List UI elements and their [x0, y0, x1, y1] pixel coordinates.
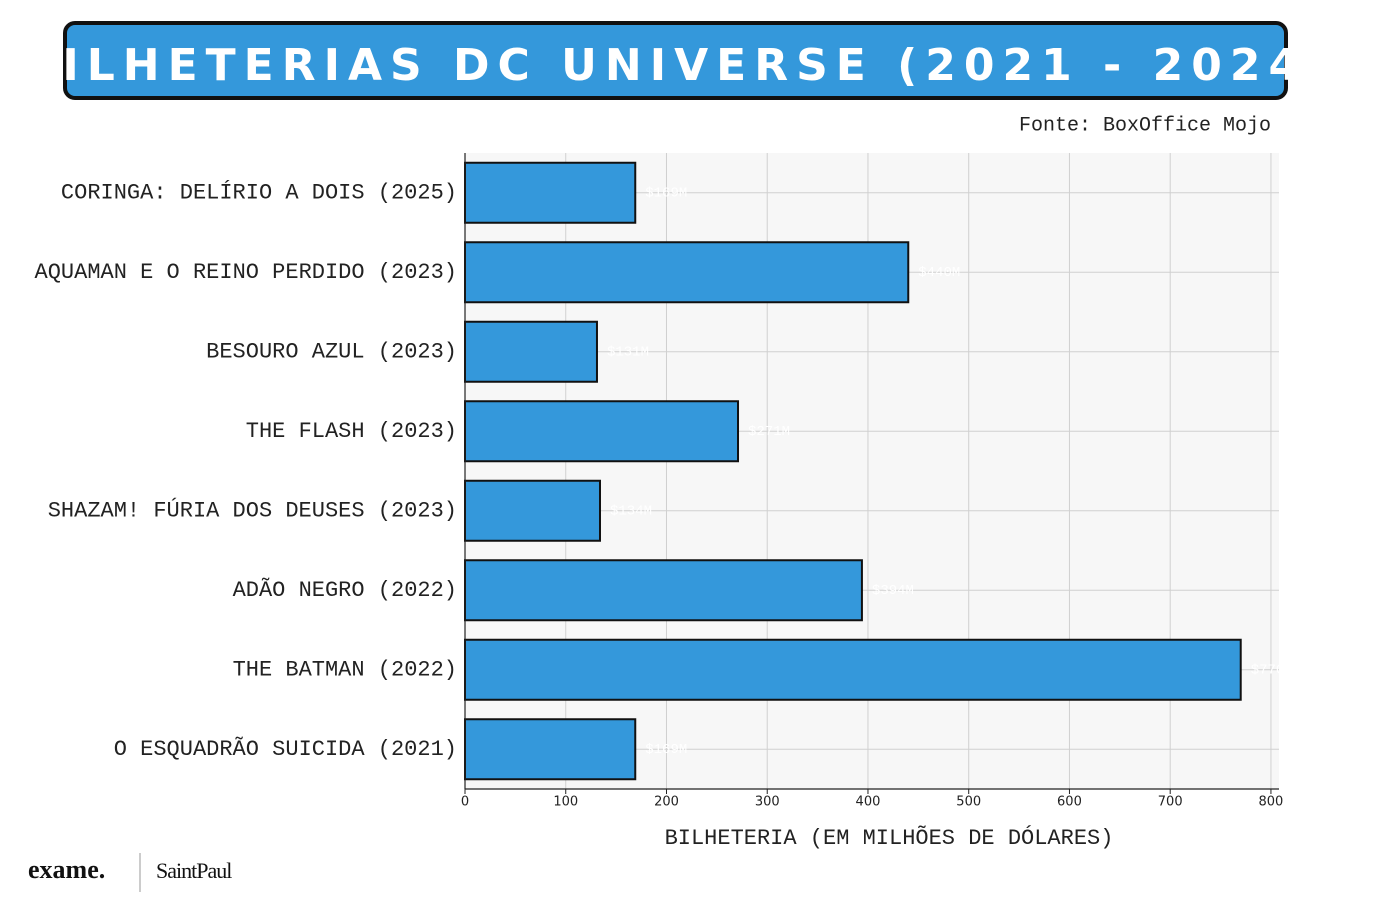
- bar: [464, 718, 637, 781]
- bar: [464, 320, 598, 383]
- value-label: $271M: [748, 424, 790, 440]
- y-tick-label: THE FLASH (2023): [246, 419, 457, 444]
- value-label: $394M: [872, 583, 914, 599]
- value-label: $134M: [610, 503, 652, 519]
- y-tick-label: AQUAMAN E O REINO PERDIDO (2023): [35, 260, 457, 285]
- y-tick-label: CORINGA: DELÍRIO A DOIS (2025): [61, 180, 457, 206]
- value-label: $169M: [645, 742, 687, 758]
- bar: [464, 559, 863, 622]
- value-label: $169M: [645, 185, 687, 201]
- x-tick-label: 0: [461, 795, 469, 810]
- value-label: $440M: [918, 265, 960, 281]
- brand-logo: exame.: [28, 855, 105, 884]
- y-tick-label: THE BATMAN (2022): [233, 658, 457, 683]
- bar: [464, 479, 601, 542]
- y-tick-label: O ESQUADRÃO SUICIDA (2021): [114, 736, 457, 762]
- y-tick-label: BESOURO AZUL (2023): [206, 340, 457, 365]
- bar: [464, 241, 910, 304]
- chart-title: BILHETERIAS DC UNIVERSE (2021 - 2024): [21, 40, 1335, 91]
- value-label: $131M: [607, 344, 649, 360]
- x-tick-label: 700: [1158, 795, 1183, 810]
- y-tick-label: SHAZAM! FÚRIA DOS DEUSES (2023): [48, 498, 457, 524]
- x-tick-label: 300: [755, 795, 780, 810]
- bar: [464, 400, 740, 463]
- x-tick-label: 100: [553, 795, 578, 810]
- y-tick-label: ADÃO NEGRO (2022): [233, 577, 457, 603]
- bar: [464, 638, 1242, 701]
- x-tick-label: 800: [1259, 795, 1284, 810]
- bar: [464, 161, 637, 224]
- value-label: $770M: [1251, 662, 1293, 678]
- x-axis-label: BILHETERIA (EM MILHÕES DE DÓLARES): [665, 824, 1114, 851]
- x-tick-label: 600: [1057, 795, 1082, 810]
- partner-logo: SaintPaul: [156, 858, 232, 883]
- x-tick-label: 400: [856, 795, 881, 810]
- title-box: [63, 21, 1288, 100]
- source: Fonte: BoxOffice Mojo: [1019, 114, 1271, 137]
- x-tick-label: 200: [654, 795, 679, 810]
- x-tick-label: 500: [956, 795, 981, 810]
